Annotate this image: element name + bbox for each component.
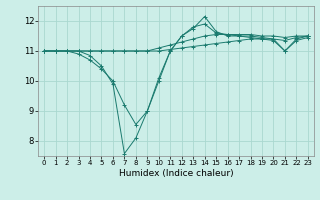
X-axis label: Humidex (Indice chaleur): Humidex (Indice chaleur)	[119, 169, 233, 178]
